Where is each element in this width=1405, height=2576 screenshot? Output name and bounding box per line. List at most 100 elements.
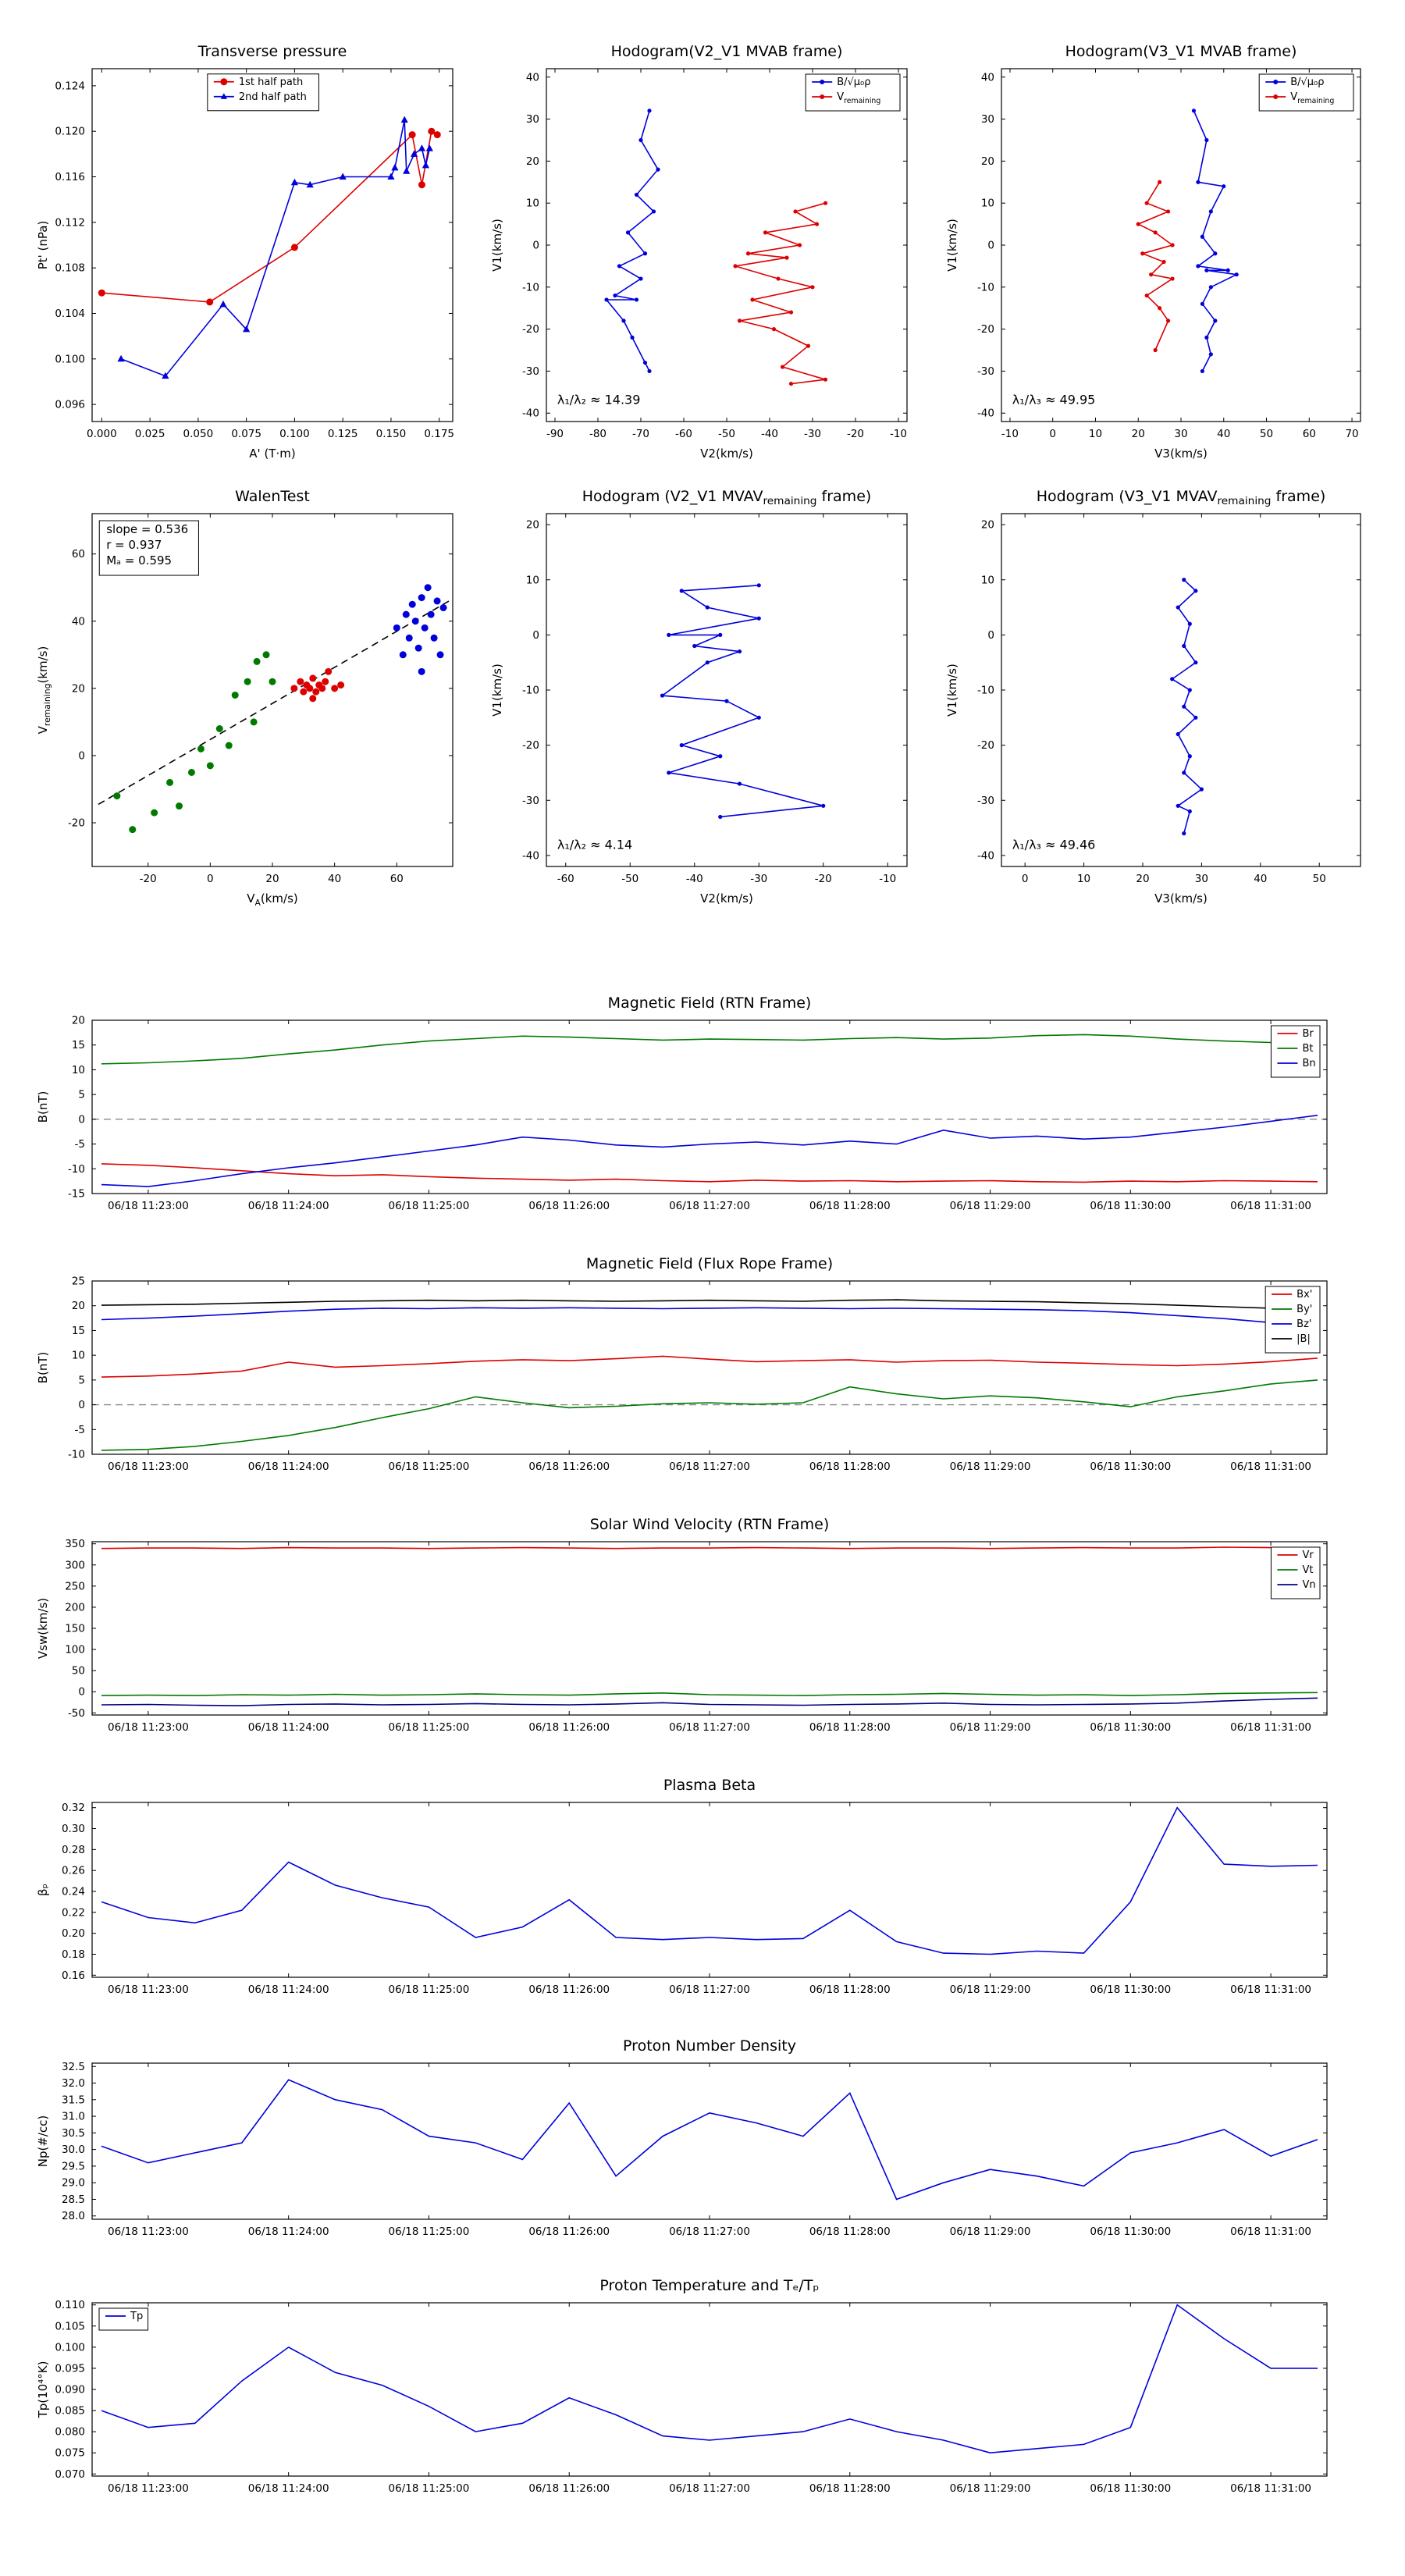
- y-tick-label: 0: [987, 629, 994, 642]
- series-group: [101, 1806, 1318, 1955]
- axes-background: [92, 2063, 1327, 2219]
- marker-dot: [418, 594, 425, 602]
- marker-dot: [718, 814, 723, 820]
- x-tick-label: 06/18 11:29:00: [950, 2226, 1031, 2238]
- chart-svg-transverse-pressure: 0.000 0.025 0.050 0.075 0.100 0.125 0.150 0.175…: [36, 43, 454, 461]
- x-tick-label: 06/18 11:29:00: [950, 1200, 1031, 1212]
- marker-dot: [737, 781, 742, 786]
- x-tick-label: -20: [140, 873, 157, 885]
- chart-vsw-rtn: 06/18 11:23:00 06/18 11:24:00 06/18 11:25:…: [26, 1506, 1339, 1762]
- x-tick-label: 06/18 11:24:00: [248, 1200, 329, 1212]
- y-tick-label: 10: [526, 197, 539, 210]
- y-tick-label: 0.24: [62, 1886, 85, 1898]
- marker-dot: [436, 651, 444, 659]
- y-tick-label: 28.5: [62, 2194, 85, 2206]
- marker-dot: [424, 584, 432, 592]
- x-tick-label: 06/18 11:28:00: [809, 2226, 891, 2238]
- x-tick-label: 0.000: [87, 428, 117, 440]
- x-tick-label: 06/18 11:23:00: [108, 2482, 189, 2495]
- marker-dot: [1193, 715, 1198, 720]
- x-tick-label: -10: [879, 873, 896, 885]
- series-line-b-: [605, 110, 659, 372]
- y-axis-label: Np(#/cc): [36, 2115, 50, 2168]
- x-tick-label: 06/18 11:27:00: [669, 2482, 750, 2495]
- y-tick-label: 20: [72, 1300, 85, 1312]
- marker-dot: [630, 335, 635, 340]
- stats-line: slope = 0.536: [106, 522, 188, 536]
- axes-background: [92, 1542, 1327, 1715]
- marker-dot: [231, 691, 239, 699]
- y-tick-label: 0: [987, 240, 994, 252]
- marker-dot: [823, 377, 828, 382]
- y-tick-label: 50: [72, 1665, 85, 1678]
- legend-box: [1270, 1025, 1321, 1078]
- y-tick-label: 40: [981, 71, 994, 84]
- marker-dot: [660, 693, 665, 698]
- y-tick-label: 0.124: [55, 80, 85, 92]
- marker-dot: [1176, 731, 1180, 737]
- marker-dot: [810, 285, 815, 290]
- y-tick-label: 25: [72, 1276, 85, 1288]
- marker-dot: [414, 644, 422, 652]
- x-tick-label: 06/18 11:30:00: [1090, 1461, 1171, 1473]
- x-tick-label: 06/18 11:27:00: [669, 1721, 750, 1734]
- series-group: [660, 583, 826, 820]
- marker-dot: [617, 264, 622, 269]
- chart-svg-proton-temperature: 06/18 11:23:00 06/18 11:24:00 06/18 11:25:…: [36, 2277, 1328, 2495]
- legend-entry-label: Vn: [1302, 1579, 1315, 1591]
- y-tick-label: 0.095: [55, 2362, 85, 2375]
- marker-dot: [1182, 578, 1186, 582]
- marker-dot: [1187, 754, 1192, 759]
- marker-dot: [705, 605, 710, 610]
- y-tick-label: -5: [75, 1138, 85, 1151]
- chart-proton-temperature: 06/18 11:23:00 06/18 11:24:00 06/18 11:25:…: [26, 2267, 1339, 2523]
- y-tick-label: 31.5: [62, 2094, 85, 2106]
- legend: Tp: [98, 2307, 149, 2331]
- legend: Bx' By' Bz' |B|: [1264, 1286, 1321, 1354]
- series-group: [98, 584, 450, 834]
- x-tick-label: 0.050: [183, 428, 214, 440]
- marker-dot: [793, 209, 798, 214]
- marker-dot: [647, 109, 652, 113]
- chart-title: Proton Number Density: [623, 2037, 796, 2055]
- y-tick-label: 0.096: [55, 399, 85, 411]
- marker-dot: [300, 688, 308, 696]
- y-tick-label: 0.105: [55, 2320, 85, 2332]
- series-line-bt: [101, 1034, 1318, 1065]
- x-tick-label: 30: [1195, 873, 1208, 885]
- series-line-np: [101, 2079, 1318, 2201]
- marker-dot: [821, 803, 826, 808]
- x-axis-label: VA(km/s): [247, 891, 298, 908]
- marker-circle: [98, 289, 105, 297]
- series-group: [1136, 109, 1239, 374]
- x-tick-label: 06/18 11:29:00: [950, 1984, 1031, 1996]
- stats-line: r = 0.937: [106, 538, 162, 552]
- y-tick-label: 0.20: [62, 1927, 85, 1940]
- marker-triangle: [162, 372, 169, 379]
- marker-dot: [331, 685, 339, 692]
- y-tick-label: 0: [78, 1399, 85, 1411]
- marker-dot: [788, 310, 794, 315]
- marker-dot: [679, 589, 684, 593]
- x-tick-label: -10: [1001, 428, 1019, 440]
- x-tick-label: 06/18 11:31:00: [1230, 2226, 1311, 2238]
- x-axis-label: V3(km/s): [1154, 447, 1208, 461]
- marker-dot: [206, 762, 214, 770]
- x-tick-label: 06/18 11:25:00: [389, 1721, 470, 1734]
- y-tick-label: 20: [72, 1015, 85, 1027]
- y-tick-label: 300: [65, 1559, 85, 1571]
- y-axis-label: V1(km/s): [490, 664, 504, 717]
- axes-frame: [91, 68, 454, 422]
- x-tick-label: 06/18 11:27:00: [669, 1200, 750, 1212]
- marker-dot: [1204, 268, 1209, 272]
- chart-svg-walen-test: -20 0 20 40 60 -20 0 20 40 60 WalenTest VA(km/s) Vre…: [36, 488, 454, 908]
- marker-triangle: [418, 144, 426, 151]
- series-line-bn: [101, 1115, 1318, 1187]
- series-group: [101, 2304, 1318, 2454]
- marker-dot: [776, 276, 781, 281]
- y-tick-label: 20: [72, 682, 85, 695]
- marker-dot: [642, 251, 648, 256]
- y-axis-label: βₚ: [36, 1884, 50, 1896]
- series-line-bx-: [101, 1355, 1318, 1378]
- marker-dot: [309, 695, 317, 703]
